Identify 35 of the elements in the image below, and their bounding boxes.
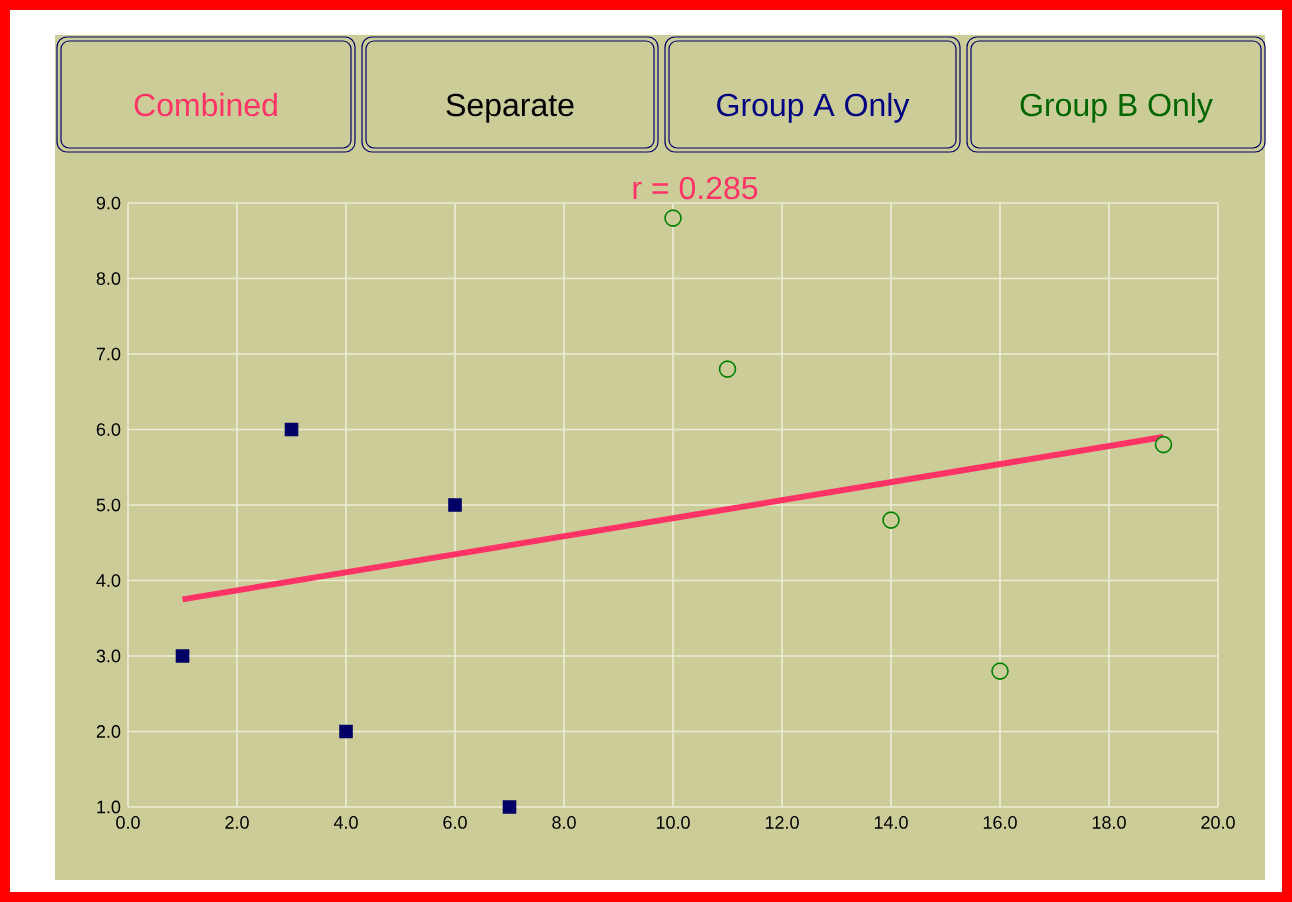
x-tick-label: 14.0: [874, 816, 908, 829]
point: [882, 511, 900, 529]
y-tick-label: 3.0: [96, 649, 121, 663]
text: r = 0.285: [633, 176, 758, 200]
x-tick-label: 4.0: [333, 816, 358, 829]
x-tick-label: 6.0: [443, 816, 467, 829]
y-tick-label: 5.0: [96, 498, 121, 512]
y-tick-label: 9.0: [96, 196, 121, 210]
point: [339, 724, 353, 739]
x-tick-label: 18.0: [1092, 816, 1126, 829]
x-tick-label: 20.0: [1201, 816, 1235, 829]
y-tick-label: 6.0: [96, 423, 121, 436]
text: Group A Only: [717, 92, 910, 123]
x-tick-label: 2.0: [225, 816, 249, 829]
x-tick-label: 0.0: [116, 816, 140, 829]
x-tick-label: 10.0: [656, 816, 690, 829]
y-tick-label: 4.0: [96, 574, 121, 587]
y-tick-label: 7.0: [96, 347, 121, 361]
point: [664, 209, 682, 227]
text: Separate: [446, 93, 574, 123]
point: [1154, 435, 1173, 454]
point: [448, 498, 462, 512]
x-tick-label: 16.0: [983, 816, 1017, 829]
point: [175, 649, 190, 663]
point: [502, 800, 517, 814]
y-tick-label: 1.0: [97, 800, 121, 814]
text: Combined: [134, 92, 277, 117]
y-tick-label: 2.0: [96, 725, 121, 738]
y-tick-label: 8.0: [96, 272, 121, 285]
point: [718, 360, 737, 378]
point: [991, 662, 1009, 680]
point: [284, 422, 299, 437]
text: Group B Only: [1020, 92, 1213, 123]
x-tick-label: 12.0: [765, 816, 799, 829]
x-tick-label: 8.0: [552, 816, 576, 829]
